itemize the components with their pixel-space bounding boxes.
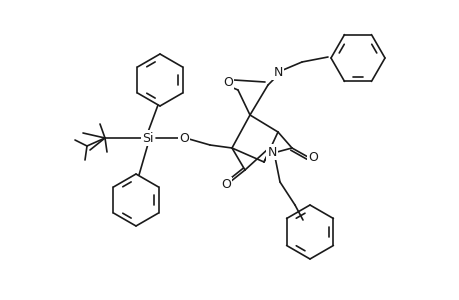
Text: O: O <box>179 131 189 145</box>
Text: O: O <box>308 151 317 164</box>
Text: N: N <box>267 146 276 158</box>
Text: O: O <box>221 178 230 191</box>
Text: Si: Si <box>142 131 153 145</box>
Text: N: N <box>273 65 282 79</box>
Text: O: O <box>223 76 232 88</box>
